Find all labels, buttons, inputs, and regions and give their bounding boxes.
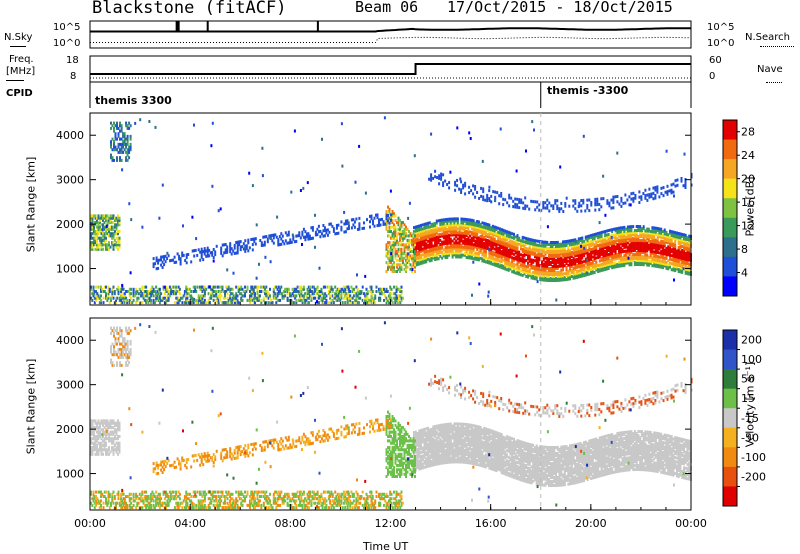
velocity-colorbar-tick-label: -15 [741, 412, 759, 425]
nsky-frame [89, 20, 692, 49]
freq-legend-line [6, 80, 24, 81]
nsky-tick-top: 10^5 [53, 22, 81, 33]
power-colorbar-segment [723, 256, 737, 277]
nsky-legend-line [10, 46, 26, 47]
nsky-label: N.Sky [4, 32, 33, 43]
cpid-segment-2: themis -3300 [547, 84, 629, 97]
power-colorbar-segment [723, 237, 737, 258]
freq-label-2: [MHz] [6, 66, 36, 77]
x-tick-label: 00:00 [74, 517, 106, 530]
station-title: Blackstone (fitACF) [92, 0, 287, 18]
y-tick-label: 2000 [56, 423, 84, 436]
power-heatmap [90, 116, 693, 305]
power-colorbar-frame [722, 119, 738, 297]
velocity-colorbar-segment [723, 330, 737, 351]
power-colorbar-segment [723, 217, 737, 238]
velocity-colorbar-segment [723, 369, 737, 390]
y-tick-label: 3000 [56, 379, 84, 392]
x-tick-label: 08:00 [274, 517, 306, 530]
power-colorbar-tick-label: 8 [741, 243, 748, 256]
y-tick-label: 1000 [56, 468, 84, 481]
power-colorbar-tick-label: 4 [741, 267, 748, 280]
velocity-colorbar-frame [722, 329, 738, 507]
y-tick-label: 4000 [56, 129, 84, 142]
power-colorbar-segment [723, 198, 737, 219]
velocity-colorbar-segment [723, 408, 737, 429]
power-colorbar-segment [723, 178, 737, 199]
y-tick-label: 3000 [56, 174, 84, 187]
x-tick-label: 00:00 [675, 517, 707, 530]
nsky-tick-bottom: 10^0 [53, 38, 81, 49]
nsky-series [90, 27, 692, 33]
y-tick-label: 4000 [56, 334, 84, 347]
y-tick-label: 2000 [56, 218, 84, 231]
velocity-heatmap [90, 321, 693, 510]
power-colorbar-tick-label: 12 [741, 220, 755, 233]
power-colorbar-segment [723, 276, 737, 297]
nave-tick-60: 60 [709, 55, 722, 66]
beam-label: Beam 06 [355, 0, 419, 16]
velocity-colorbar-label: Velocity [m s⁻¹] [743, 361, 757, 448]
power-colorbar-segment [723, 120, 737, 141]
velocity-colorbar-tick-label: 100 [741, 353, 762, 366]
x-tick-label: 04:00 [174, 517, 206, 530]
velocity-colorbar-segment [723, 388, 737, 409]
power-colorbar-segment [723, 159, 737, 180]
axes-layer: 1000 1000 2000 2000 3000 3000 4000 4000 00:00 04:… [56, 119, 766, 530]
velocity-colorbar-tick-label: -100 [741, 451, 766, 464]
power-colorbar-tick-label: 28 [741, 126, 755, 139]
velocity-colorbar-tick-label: 50 [741, 373, 755, 386]
velocity-colorbar-tick-label: -50 [741, 431, 759, 444]
nave-label: Nave [757, 64, 783, 75]
nsearch-legend-line [760, 46, 794, 47]
freq-tick-18: 18 [66, 55, 79, 66]
nsky-right-tick-top: 10^5 [707, 22, 735, 33]
velocity-ylabel: Slant Range [km] [24, 358, 38, 455]
nsearch-label: N.Search [745, 32, 791, 43]
power-ylabel: Slant Range [km] [24, 156, 38, 253]
freq-label-1: Freq. [9, 54, 34, 65]
freq-frame [89, 55, 692, 83]
cpid-label: CPID [6, 88, 33, 99]
velocity-colorbar-segment [723, 466, 737, 487]
y-tick-label: 1000 [56, 263, 84, 276]
velocity-colorbar-segment [723, 427, 737, 448]
velocity-colorbar-tick-label: 200 [741, 334, 762, 347]
x-tick-label: 16:00 [475, 517, 507, 530]
freq-series [90, 63, 691, 75]
nsearch-series [90, 36, 692, 43]
power-colorbar-segment [723, 139, 737, 160]
velocity-colorbar-tick-label: 15 [741, 392, 755, 405]
velocity-colorbar-segment [723, 447, 737, 468]
freq-tick-8: 8 [70, 71, 77, 82]
nsky-right-tick-bottom: 10^0 [707, 38, 735, 49]
power-colorbar-tick-label: 24 [741, 149, 755, 162]
date-range: 17/Oct/2015 - 18/Oct/2015 [447, 0, 673, 16]
power-colorbar-label: Power [dB] [743, 176, 757, 237]
velocity-colorbar-segment [723, 486, 737, 507]
velocity-colorbar-tick-label: -200 [741, 470, 766, 483]
cpid-segment-1: themis 3300 [95, 94, 172, 107]
x-axis-label: Time UT [363, 540, 409, 553]
x-tick-label: 12:00 [375, 517, 407, 530]
x-tick-label: 20:00 [575, 517, 607, 530]
power-colorbar-tick-label: 20 [741, 173, 755, 186]
velocity-colorbar-segment [723, 349, 737, 370]
nave-legend-line [766, 82, 782, 83]
panel-frames [89, 20, 692, 511]
power-colorbar-tick-label: 16 [741, 196, 755, 209]
nave-tick-0: 0 [709, 71, 716, 82]
